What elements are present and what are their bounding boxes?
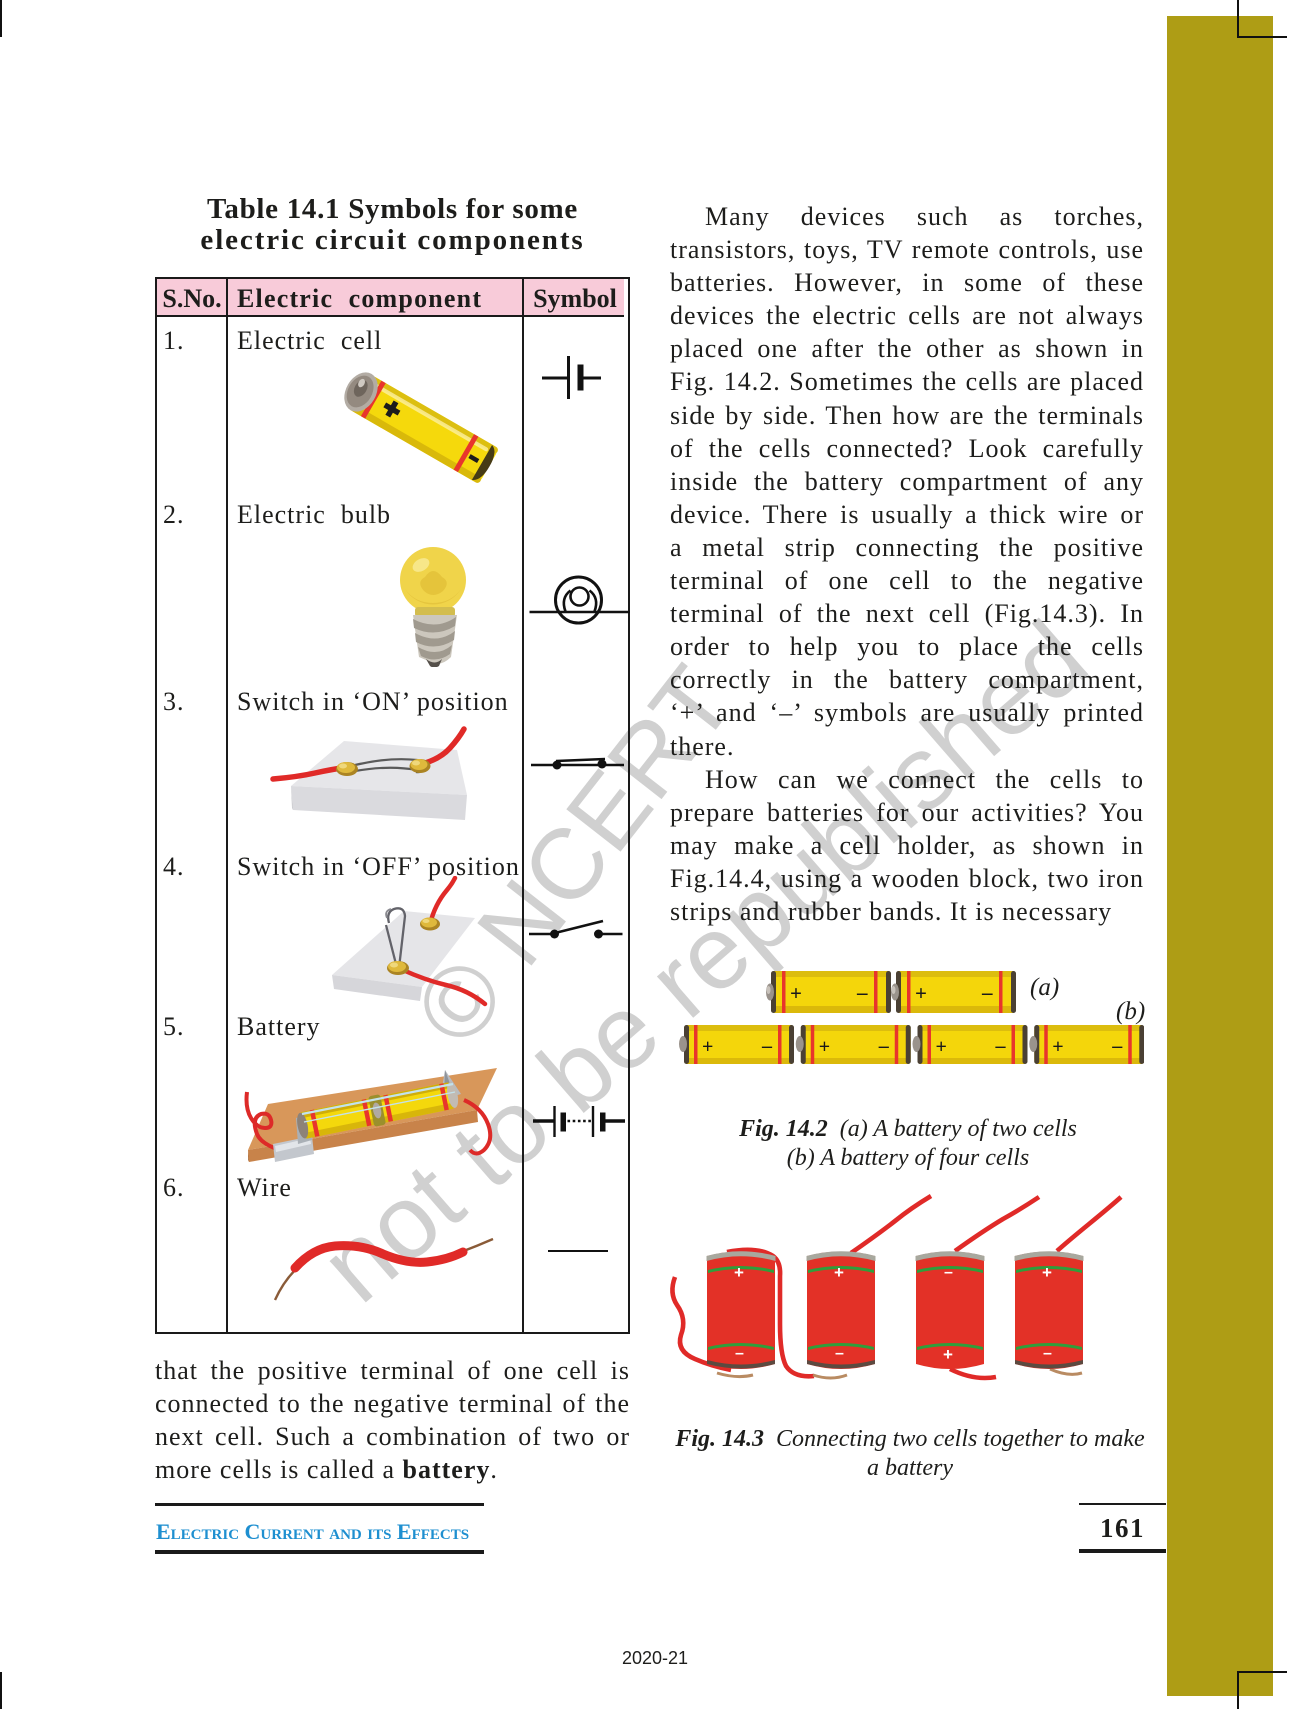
svg-text:+: + bbox=[702, 1036, 713, 1058]
svg-text:–: – bbox=[735, 1345, 744, 1362]
svg-text:+: + bbox=[943, 1345, 953, 1364]
svg-text:+: + bbox=[790, 981, 802, 1005]
svg-text:+: + bbox=[734, 1263, 744, 1282]
svg-text:–: – bbox=[761, 1035, 773, 1057]
svg-text:–: – bbox=[856, 980, 868, 1004]
svg-text:–: – bbox=[944, 1264, 953, 1281]
